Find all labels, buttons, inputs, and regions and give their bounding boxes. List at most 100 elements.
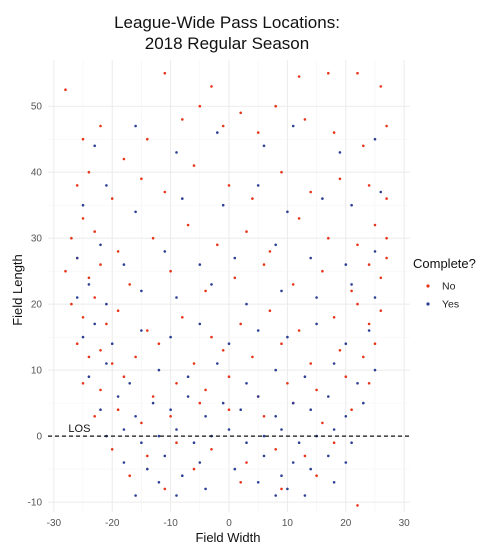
point-yes <box>181 474 184 478</box>
point-no <box>192 164 196 167</box>
point-no <box>99 124 102 128</box>
point-no <box>210 448 213 451</box>
point-yes <box>81 203 85 207</box>
point-no <box>367 184 371 187</box>
point-no <box>233 276 237 280</box>
point-no <box>204 289 207 293</box>
legend-key-no <box>426 284 430 288</box>
point-no <box>221 349 225 352</box>
point-no <box>338 349 342 352</box>
point-yes <box>280 289 283 293</box>
point-no <box>379 85 383 88</box>
legend-label-yes: Yes <box>442 299 459 311</box>
point-yes <box>256 481 260 484</box>
x-axis-label: Field Width <box>195 530 260 545</box>
point-no <box>251 197 254 200</box>
point-no <box>157 342 161 346</box>
point-no <box>245 461 248 464</box>
point-no <box>297 75 301 78</box>
point-no <box>192 467 196 471</box>
point-yes <box>75 296 79 299</box>
point-no <box>280 170 283 174</box>
point-yes <box>157 368 161 372</box>
point-no <box>93 415 96 418</box>
los-line: LOS <box>48 423 410 437</box>
point-yes <box>274 243 278 247</box>
point-yes <box>309 256 313 260</box>
point-yes <box>163 250 167 253</box>
point-no <box>385 197 388 200</box>
x-tick-label: -10 <box>163 518 178 529</box>
point-no <box>356 504 359 507</box>
point-yes <box>344 415 348 418</box>
point-yes <box>344 461 348 464</box>
point-no <box>256 131 260 134</box>
point-no <box>116 408 120 412</box>
point-no <box>350 289 353 293</box>
point-yes <box>105 362 108 365</box>
point-no <box>75 184 79 187</box>
point-no <box>327 236 330 240</box>
point-no <box>163 487 167 491</box>
point-no <box>169 415 172 418</box>
point-yes <box>256 184 260 187</box>
point-no <box>297 329 301 332</box>
legend: Complete? No Yes <box>413 256 476 311</box>
point-no <box>385 124 388 128</box>
point-yes <box>204 487 207 491</box>
point-yes <box>140 441 143 445</box>
point-no <box>239 111 242 115</box>
point-yes <box>309 467 313 471</box>
point-yes <box>280 428 283 431</box>
point-yes <box>99 408 102 412</box>
point-no <box>70 302 73 306</box>
grid <box>48 60 410 512</box>
point-yes <box>367 329 371 332</box>
point-no <box>204 388 207 392</box>
point-no <box>227 375 231 379</box>
point-yes <box>122 461 126 464</box>
point-yes <box>280 474 283 478</box>
point-yes <box>157 434 161 438</box>
point-no <box>151 395 155 398</box>
point-yes <box>87 375 91 379</box>
point-no <box>81 137 85 141</box>
point-yes <box>262 434 266 438</box>
point-no <box>356 302 359 306</box>
point-yes <box>315 322 318 326</box>
point-yes <box>350 441 353 445</box>
point-yes <box>175 296 178 299</box>
point-no <box>379 309 383 313</box>
point-yes <box>344 342 348 346</box>
point-no <box>262 263 266 266</box>
chart-title-line-1: League-Wide Pass Locations: <box>114 13 340 32</box>
point-yes <box>297 441 301 445</box>
point-yes <box>309 408 313 412</box>
y-tick-label: 30 <box>31 234 43 245</box>
point-yes <box>303 494 307 497</box>
legend-title: Complete? <box>413 256 476 271</box>
point-yes <box>291 401 295 405</box>
point-no <box>239 481 242 484</box>
point-no <box>373 223 377 227</box>
point-yes <box>99 243 102 247</box>
point-no <box>268 250 272 253</box>
point-yes <box>221 401 225 405</box>
point-no <box>280 487 283 491</box>
point-no <box>210 335 213 339</box>
point-no <box>87 170 91 174</box>
tick-labels: -30 -20 -10 0 10 20 30 -10 0 10 20 30 40 50 <box>28 102 411 529</box>
x-tick-label: 10 <box>282 518 294 529</box>
point-yes <box>81 335 85 339</box>
point-yes <box>93 322 96 326</box>
point-yes <box>362 401 365 405</box>
point-yes <box>327 395 330 398</box>
point-yes <box>338 151 342 154</box>
point-no <box>274 104 278 108</box>
point-yes <box>286 487 289 491</box>
x-tick-label: -30 <box>47 518 62 529</box>
point-yes <box>128 382 131 385</box>
y-tick-label: 0 <box>36 432 42 443</box>
